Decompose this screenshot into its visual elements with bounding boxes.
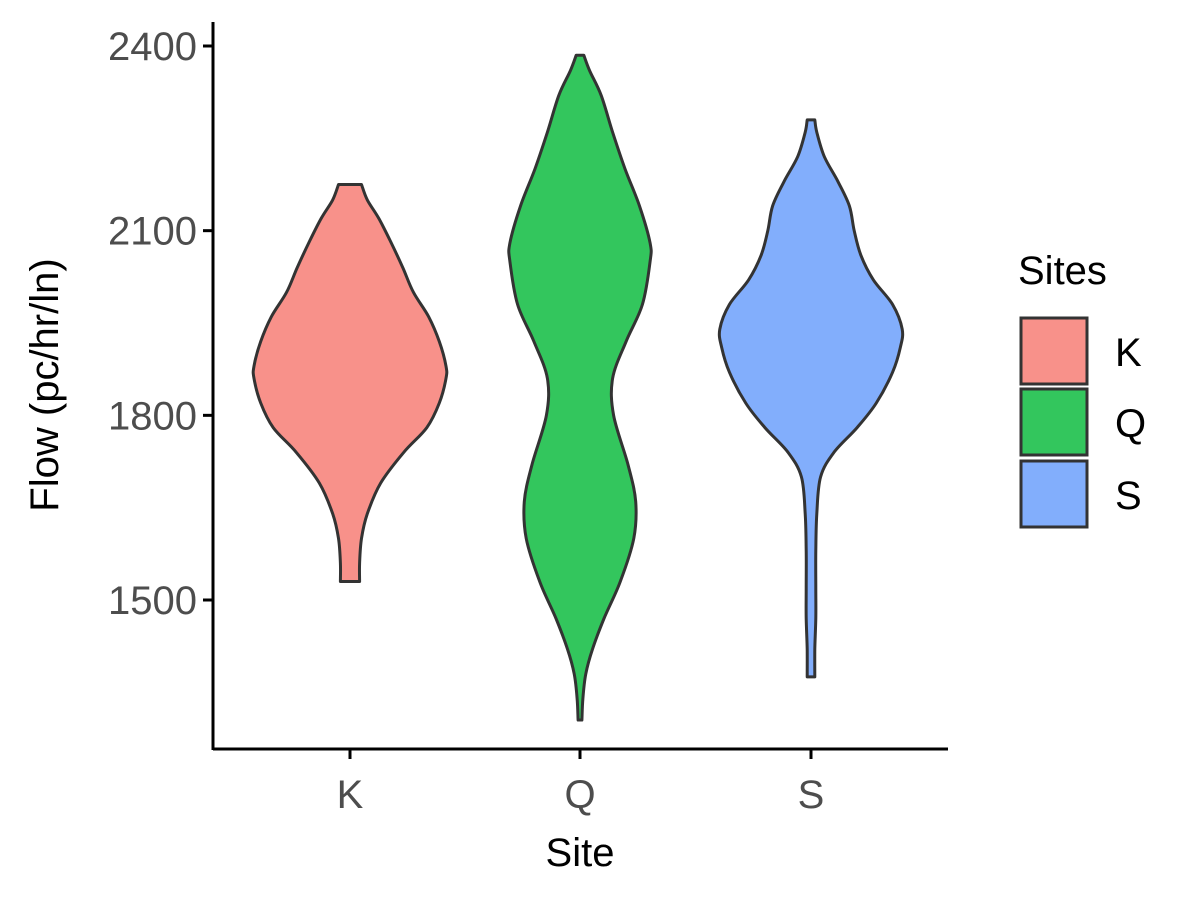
- legend-key-s: [1019, 459, 1089, 529]
- x-axis-title: Site: [546, 831, 615, 875]
- legend-key-k: [1019, 316, 1089, 386]
- violin-q: [507, 53, 653, 722]
- violin-group: [251, 53, 905, 722]
- y-tick-label: 1500: [108, 579, 197, 623]
- legend-title: Sites: [1018, 249, 1107, 293]
- y-axis-title: Flow (pc/hr/ln): [23, 258, 67, 511]
- y-tick-label: 2100: [108, 210, 197, 254]
- legend-key-q: [1019, 387, 1089, 457]
- x-tick-label: K: [337, 773, 364, 817]
- legend-label-q: Q: [1115, 402, 1146, 446]
- y-axis-ticks: 1500 1800 2100 2400: [108, 25, 213, 623]
- x-tick-label: Q: [564, 773, 595, 817]
- legend-label-s: S: [1115, 474, 1142, 518]
- y-tick-label: 1800: [108, 394, 197, 438]
- x-tick-label: S: [798, 773, 825, 817]
- violin-s: [717, 118, 905, 679]
- y-tick-label: 2400: [108, 25, 197, 69]
- legend: Sites KQS: [1018, 249, 1146, 529]
- legend-label-k: K: [1115, 331, 1142, 375]
- violin-k: [251, 183, 449, 583]
